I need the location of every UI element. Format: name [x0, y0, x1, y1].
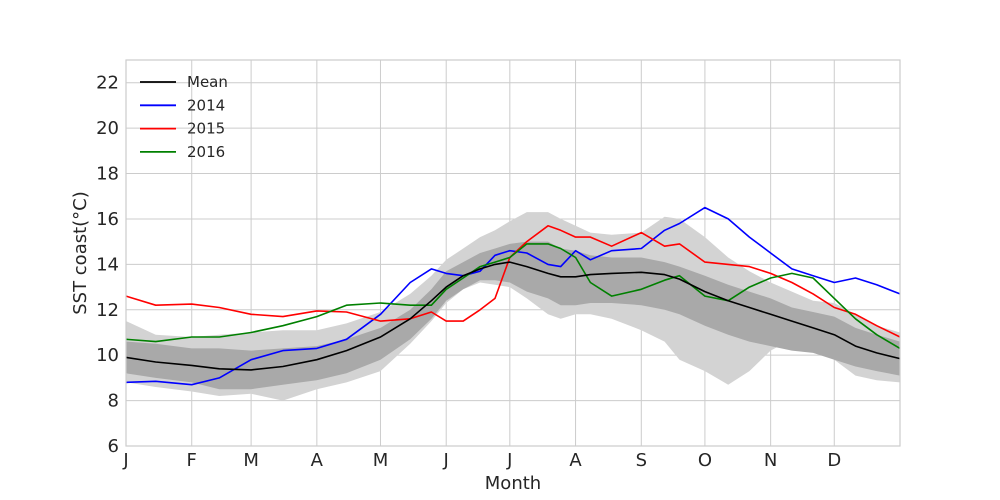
x-tick-label: M [373, 450, 389, 471]
x-tick-label: O [698, 450, 712, 471]
legend-label: 2014 [187, 96, 225, 114]
x-tick-label: A [311, 450, 324, 471]
series-lines [125, 206, 901, 386]
x-tick-label: S [636, 450, 647, 471]
x-tick-label: J [443, 450, 449, 471]
band-inner-range [126, 241, 900, 390]
series-line-2014 [125, 206, 901, 386]
y-tick-label: 14 [96, 254, 119, 275]
x-tick-label: A [569, 450, 582, 471]
ranges [126, 212, 900, 401]
x-tick-label: M [243, 450, 259, 471]
x-tick-label: J [122, 450, 128, 471]
y-tick-label: 20 [96, 118, 119, 139]
y-tick-label: 12 [96, 300, 119, 321]
y-tick-label: 6 [108, 436, 119, 457]
y-tick-label: 10 [96, 345, 119, 366]
series-line-mean [125, 261, 901, 371]
plot-frame [125, 59, 901, 447]
y-tick-label: 18 [96, 164, 119, 185]
y-tick-labels: 6 8 10 12 14 16 18 20 22 [96, 73, 119, 457]
y-axis-label: SST coast(°C) [70, 191, 91, 315]
y-tick-label: 8 [108, 391, 119, 412]
legend-label: 2015 [187, 120, 225, 138]
x-tick-label: D [827, 450, 841, 471]
x-axis-label: Month [485, 473, 541, 494]
legend-label: Mean [187, 73, 228, 91]
legend-label: 2016 [187, 143, 225, 161]
x-tick-label: J [506, 450, 512, 471]
legend: Mean 2014 2015 2016 [140, 73, 228, 161]
y-tick-label: 22 [96, 73, 119, 94]
x-tick-label: F [187, 450, 197, 471]
x-tick-label: N [764, 450, 777, 471]
series-line-2016 [125, 243, 901, 350]
y-tick-label: 16 [96, 209, 119, 230]
